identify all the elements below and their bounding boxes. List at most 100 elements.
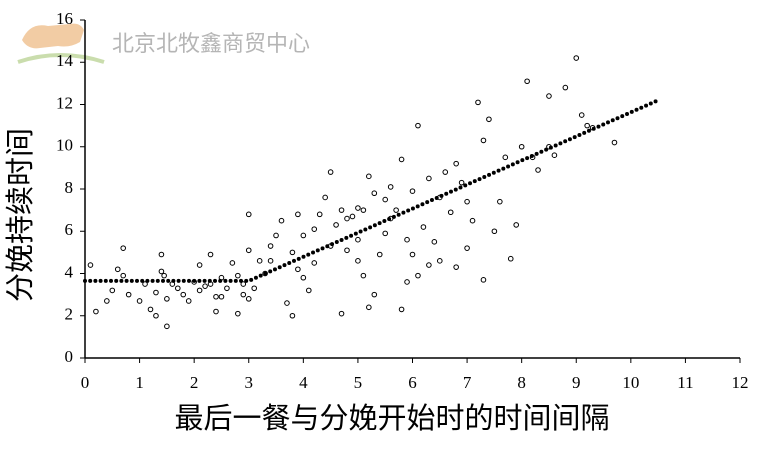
x-tick-label: 9	[572, 373, 581, 392]
scatter-point	[546, 93, 552, 99]
scatter-point	[447, 209, 454, 216]
scatter-point	[518, 143, 525, 150]
scatter-point	[229, 260, 236, 266]
scatter-point	[224, 285, 230, 292]
scatter-point	[426, 262, 432, 268]
y-tick-label: 2	[65, 305, 74, 324]
scatter-point	[415, 272, 421, 279]
scatter-point	[273, 232, 279, 239]
y-tick-label: 0	[65, 347, 74, 366]
scatter-point	[436, 258, 443, 264]
scatter-point	[267, 258, 274, 264]
y-tick-label: 10	[56, 136, 73, 155]
scatter-point	[311, 260, 318, 266]
scatter-point	[311, 226, 318, 232]
x-tick-label: 8	[517, 373, 526, 392]
scatter-point	[202, 283, 208, 289]
scatter-point	[371, 190, 378, 197]
scatter-point	[497, 198, 503, 205]
scatter-point	[458, 179, 465, 186]
scatter-point	[161, 272, 167, 279]
scatter-point	[464, 245, 470, 251]
scatter-point	[305, 287, 312, 294]
scatter-point	[322, 194, 328, 201]
scatter-point	[360, 207, 367, 213]
scatter-point	[213, 293, 219, 300]
scatter-point	[480, 137, 487, 144]
scatter-point	[245, 296, 252, 302]
scatter-point	[158, 251, 165, 258]
watermark-logo	[17, 23, 105, 64]
scatter-point	[153, 289, 159, 296]
y-tick-label: 16	[56, 9, 73, 28]
scatter-point	[382, 230, 389, 237]
scatter-point	[180, 291, 187, 298]
scatter-point	[426, 175, 432, 182]
x-tick-label: 2	[190, 373, 199, 392]
x-tick-label: 5	[354, 373, 363, 392]
x-tick-label: 10	[622, 373, 639, 392]
scatter-point	[366, 304, 372, 311]
scatter-point	[109, 287, 116, 294]
scatter-point	[355, 236, 361, 243]
scatter-point	[344, 215, 350, 222]
scatter-point	[327, 169, 334, 175]
scatter-point	[245, 211, 252, 218]
scatter-point	[355, 205, 361, 211]
scatter-point	[125, 291, 132, 298]
y-tick-label: 8	[65, 178, 74, 197]
scatter-point	[366, 173, 372, 180]
y-tick-label: 4	[65, 262, 74, 281]
scatter-point	[453, 264, 459, 270]
scatter-point	[578, 112, 585, 118]
x-tick-label: 3	[245, 373, 254, 392]
scatter-point	[240, 291, 247, 298]
scatter-point	[442, 169, 449, 175]
scatter-point	[213, 308, 219, 315]
scatter-point	[398, 306, 405, 313]
scatter-point	[420, 224, 427, 230]
scatter-point	[300, 232, 307, 239]
scatter-point	[382, 196, 389, 203]
scatter-point	[218, 293, 225, 300]
scatter-point	[415, 122, 421, 129]
scatter-point	[104, 298, 110, 304]
x-tick-label: 7	[463, 373, 472, 392]
x-tick-label: 1	[135, 373, 144, 392]
scatter-point	[87, 262, 94, 268]
scatter-point	[207, 251, 214, 258]
scatter-point	[371, 291, 378, 298]
scatter-point	[278, 217, 285, 224]
scatter-point	[240, 281, 247, 287]
scatter-point	[245, 247, 252, 254]
scatter-point	[562, 84, 569, 91]
scatter-point	[513, 222, 520, 228]
scatter-point	[344, 247, 350, 254]
scatter-point	[502, 154, 509, 161]
x-tick-label: 11	[677, 373, 693, 392]
scatter-point	[491, 228, 498, 235]
scatter-point	[464, 198, 470, 205]
scatter-point	[486, 116, 492, 123]
scatter-point	[136, 298, 143, 304]
scatter-point	[196, 287, 203, 294]
x-tick-label: 12	[732, 373, 749, 392]
y-tick-label: 14	[56, 51, 74, 70]
scatter-point	[480, 277, 487, 283]
scatter-point	[524, 78, 530, 85]
scatter-point	[393, 207, 399, 213]
scatter-point	[338, 310, 345, 317]
scatter-point	[284, 300, 290, 306]
scatter-point	[333, 222, 339, 228]
scatter-point	[376, 251, 383, 258]
scatter-point	[256, 258, 263, 264]
scatter-point	[196, 262, 203, 268]
y-tick-label: 6	[65, 220, 74, 239]
x-axis-title: 最后一餐与分娩开始时的时间间隔	[174, 401, 609, 435]
scatter-point	[295, 266, 301, 273]
scatter-point	[295, 211, 301, 218]
scatter-point	[584, 122, 590, 129]
scatter-point	[164, 323, 170, 330]
scatter-point	[289, 249, 296, 256]
